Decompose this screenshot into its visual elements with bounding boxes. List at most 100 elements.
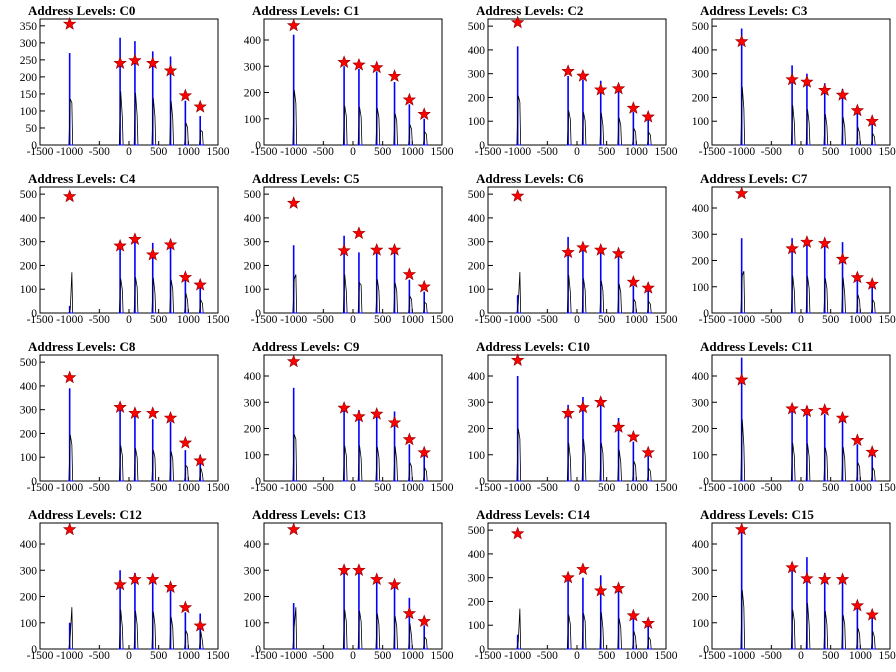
histogram-outline — [118, 91, 124, 146]
peak-marker — [850, 270, 865, 284]
peak-marker — [387, 69, 402, 82]
histogram-outline — [292, 274, 298, 314]
histogram-outline — [375, 613, 381, 650]
peak-marker — [626, 275, 641, 288]
chart-panel-8: Address Levels: C8 0 100 200 300 400 500 -1500-… — [0, 336, 230, 504]
plot-frame — [39, 186, 219, 314]
histogram-outline — [790, 275, 796, 314]
y-tick-label: 500 — [468, 525, 486, 537]
x-tick-label: 1000 — [177, 650, 200, 662]
histogram-outline — [169, 616, 174, 650]
histogram-outline — [823, 114, 829, 146]
chart-title: Address Levels: C14 — [476, 507, 590, 522]
histogram-outline — [357, 445, 363, 482]
y-tick-label: 300 — [20, 38, 38, 50]
y-tick-label: 300 — [468, 573, 486, 585]
y-tick-label: 100 — [692, 282, 710, 294]
peak-marker — [62, 189, 77, 203]
x-tick-label: 1500 — [879, 314, 896, 326]
y-tick-label: 200 — [20, 260, 38, 272]
chart-panel-9: Address Levels: C9 0 100 200 300 400 -1500 -100… — [224, 336, 454, 504]
x-tick-label: 1000 — [401, 146, 424, 158]
y-tick-label: 400 — [20, 539, 38, 551]
chart-svg: Address Levels: C9 0 100 200 300 400 -1500 -100… — [244, 339, 454, 494]
histogram-outline — [408, 462, 413, 482]
histogram-outline — [184, 464, 189, 482]
histogram-outline — [151, 98, 157, 146]
histogram-outline — [740, 271, 746, 314]
x-tick-label: -500 — [313, 650, 334, 662]
x-tick-label: 0 — [126, 482, 132, 494]
y-tick-label: 0 — [479, 644, 485, 656]
plot-frame — [711, 522, 891, 650]
peak-marker — [561, 570, 575, 584]
x-tick-label: 1500 — [879, 146, 896, 158]
histogram-outline — [647, 635, 652, 650]
y-tick-label: 500 — [20, 189, 38, 201]
peak-marker — [402, 606, 417, 620]
x-tick-label: 0 — [350, 650, 356, 662]
y-tick-label: 150 — [20, 89, 38, 101]
y-tick-label: 200 — [468, 260, 486, 272]
x-tick-label: -1000 — [280, 650, 307, 662]
x-tick-label: 500 — [374, 650, 392, 662]
plot-frame — [487, 354, 667, 482]
peak-marker — [146, 572, 160, 586]
x-tick-label: 1000 — [849, 650, 872, 662]
peak-marker — [818, 572, 832, 586]
chart-svg: Address Levels: C15 0 100 200 300 400 -1500 -10… — [692, 507, 896, 662]
histogram-outline — [118, 278, 124, 314]
x-tick-label: -1500 — [699, 650, 726, 662]
chart-svg: Address Levels: C30100200300400500-1500-… — [692, 3, 896, 158]
histogram-outline — [805, 603, 811, 650]
plot-frame — [263, 522, 443, 650]
histogram-outline — [357, 106, 363, 146]
x-tick-label: 1000 — [177, 314, 200, 326]
chart-title: Address Levels: C6 — [476, 171, 584, 186]
x-tick-label: -1000 — [504, 482, 531, 494]
y-tick-label: 300 — [468, 397, 486, 409]
histogram-outline — [199, 298, 204, 314]
histogram-outline — [790, 609, 796, 650]
y-tick-label: 300 — [692, 397, 710, 409]
histogram-outline — [118, 445, 124, 482]
chart-panel-15: Address Levels: C15 0 100 200 300 400 -1500 -10… — [672, 504, 896, 672]
x-tick-label: -1500 — [251, 482, 278, 494]
histogram-outline — [740, 86, 746, 146]
x-tick-label: 500 — [150, 650, 168, 662]
chart-title: Address Levels: C10 — [476, 339, 590, 354]
y-tick-label: 0 — [31, 644, 37, 656]
histogram-outline — [342, 105, 348, 146]
y-tick-label: 300 — [244, 237, 262, 249]
y-tick-label: 200 — [692, 256, 710, 268]
histogram-outline — [566, 274, 572, 314]
peak-marker — [337, 563, 351, 576]
histogram-outline — [841, 117, 846, 146]
chart-title: Address Levels: C13 — [252, 507, 366, 522]
y-tick-label: 0 — [703, 140, 709, 152]
histogram-outline — [516, 608, 522, 650]
y-tick-label: 100 — [20, 106, 38, 118]
x-tick-label: -1000 — [280, 482, 307, 494]
y-tick-label: 0 — [255, 308, 261, 320]
y-tick-label: 0 — [479, 476, 485, 488]
y-tick-label: 300 — [692, 69, 710, 81]
chart-title: Address Levels: C0 — [28, 3, 135, 18]
y-tick-label: 0 — [703, 476, 709, 488]
histogram-outline — [393, 113, 398, 146]
peak-marker — [611, 246, 626, 260]
y-tick-label: 300 — [692, 565, 710, 577]
peak-marker — [641, 280, 655, 294]
y-tick-label: 300 — [692, 229, 710, 241]
y-tick-label: 100 — [244, 114, 262, 126]
x-tick-label: -1000 — [728, 314, 755, 326]
histogram-outline — [184, 630, 189, 650]
x-tick-label: 0 — [350, 146, 356, 158]
y-tick-label: 200 — [244, 88, 262, 100]
x-tick-label: 1500 — [879, 482, 896, 494]
y-tick-label: 100 — [20, 618, 38, 630]
chart-title: Address Levels: C5 — [252, 171, 360, 186]
peak-marker — [785, 241, 799, 255]
peak-marker — [734, 186, 749, 200]
histogram-outline — [599, 112, 605, 146]
